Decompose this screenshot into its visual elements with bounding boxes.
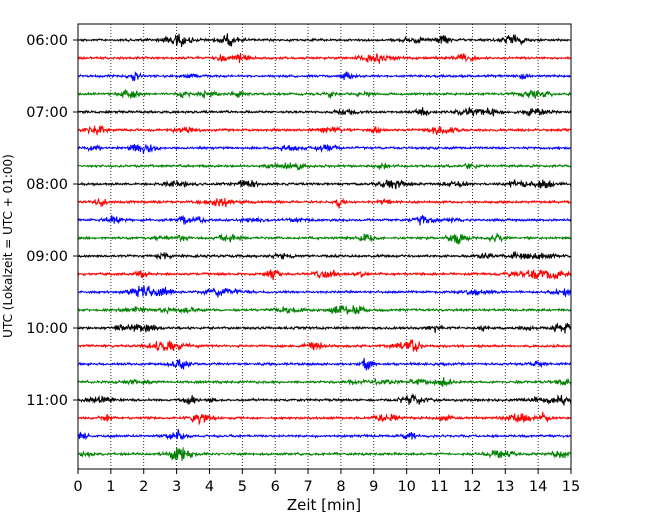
x-axis-label: Zeit [min] xyxy=(287,496,361,514)
y-tick-label: 11:00 xyxy=(26,393,68,409)
x-tick-label: 4 xyxy=(205,479,214,495)
seismogram-trace xyxy=(77,232,572,245)
x-tick-label: 12 xyxy=(463,479,481,495)
x-tick-label: 13 xyxy=(496,479,514,495)
y-tick-label: 10:00 xyxy=(26,321,68,337)
x-tick-label: 11 xyxy=(430,479,448,495)
plot-frame xyxy=(77,23,572,470)
seismogram-trace xyxy=(77,215,572,226)
vertical-gridlines xyxy=(110,24,539,469)
x-tick-label: 1 xyxy=(106,479,115,495)
seismogram-trace xyxy=(77,447,572,462)
x-tick-label: 0 xyxy=(73,479,82,495)
seismogram-trace xyxy=(77,106,572,117)
seismogram-trace xyxy=(77,143,572,154)
x-tick-label: 5 xyxy=(238,479,247,495)
x-tick-label: 8 xyxy=(336,479,345,495)
y-axis-label: UTC (Lokalzeit = UTC + 01:00) xyxy=(1,154,15,338)
seismogram-trace xyxy=(77,197,572,209)
x-tick-label: 14 xyxy=(529,479,547,495)
seismogram-trace xyxy=(77,33,572,48)
y-tick-label: 06:00 xyxy=(26,33,68,49)
seismogram-trace xyxy=(77,357,572,371)
x-tick-label: 7 xyxy=(303,479,312,495)
x-tick-label: 9 xyxy=(369,479,378,495)
seismogram-trace xyxy=(77,269,572,281)
seismogram-traces xyxy=(77,33,572,462)
y-tick-label: 09:00 xyxy=(26,249,68,265)
seismogram-trace xyxy=(77,322,572,334)
seismogram-trace xyxy=(77,88,572,100)
seismogram-trace xyxy=(78,162,572,171)
seismogram-trace xyxy=(77,392,572,406)
y-tick-label: 08:00 xyxy=(26,177,68,193)
seismogram-trace xyxy=(77,428,572,441)
seismogram-trace xyxy=(77,411,572,426)
seismogram-trace xyxy=(77,179,572,190)
x-tick-label: 2 xyxy=(139,479,148,495)
y-tick-label: 07:00 xyxy=(26,105,68,121)
plot-background xyxy=(78,24,571,469)
seismogram-trace xyxy=(77,124,572,136)
seismogram-trace xyxy=(77,53,572,65)
seismogram-trace xyxy=(77,377,572,388)
x-axis-ticks: 0 1 2 3 4 5 6 7 8 9 10 11 12 13 14 15 xyxy=(73,469,580,495)
x-tick-label: 10 xyxy=(397,479,415,495)
x-tick-label: 6 xyxy=(271,479,280,495)
y-axis-ticks: 06:00 07:00 08:00 09:00 10:00 11:00 xyxy=(26,33,78,409)
seismogram-trace xyxy=(77,251,572,261)
x-tick-label: 15 xyxy=(562,479,580,495)
seismogram-trace xyxy=(77,339,572,352)
seismogram-trace xyxy=(77,71,572,82)
seismogram-trace xyxy=(77,304,572,316)
seismogram-trace xyxy=(77,285,572,298)
x-tick-label: 3 xyxy=(172,479,181,495)
